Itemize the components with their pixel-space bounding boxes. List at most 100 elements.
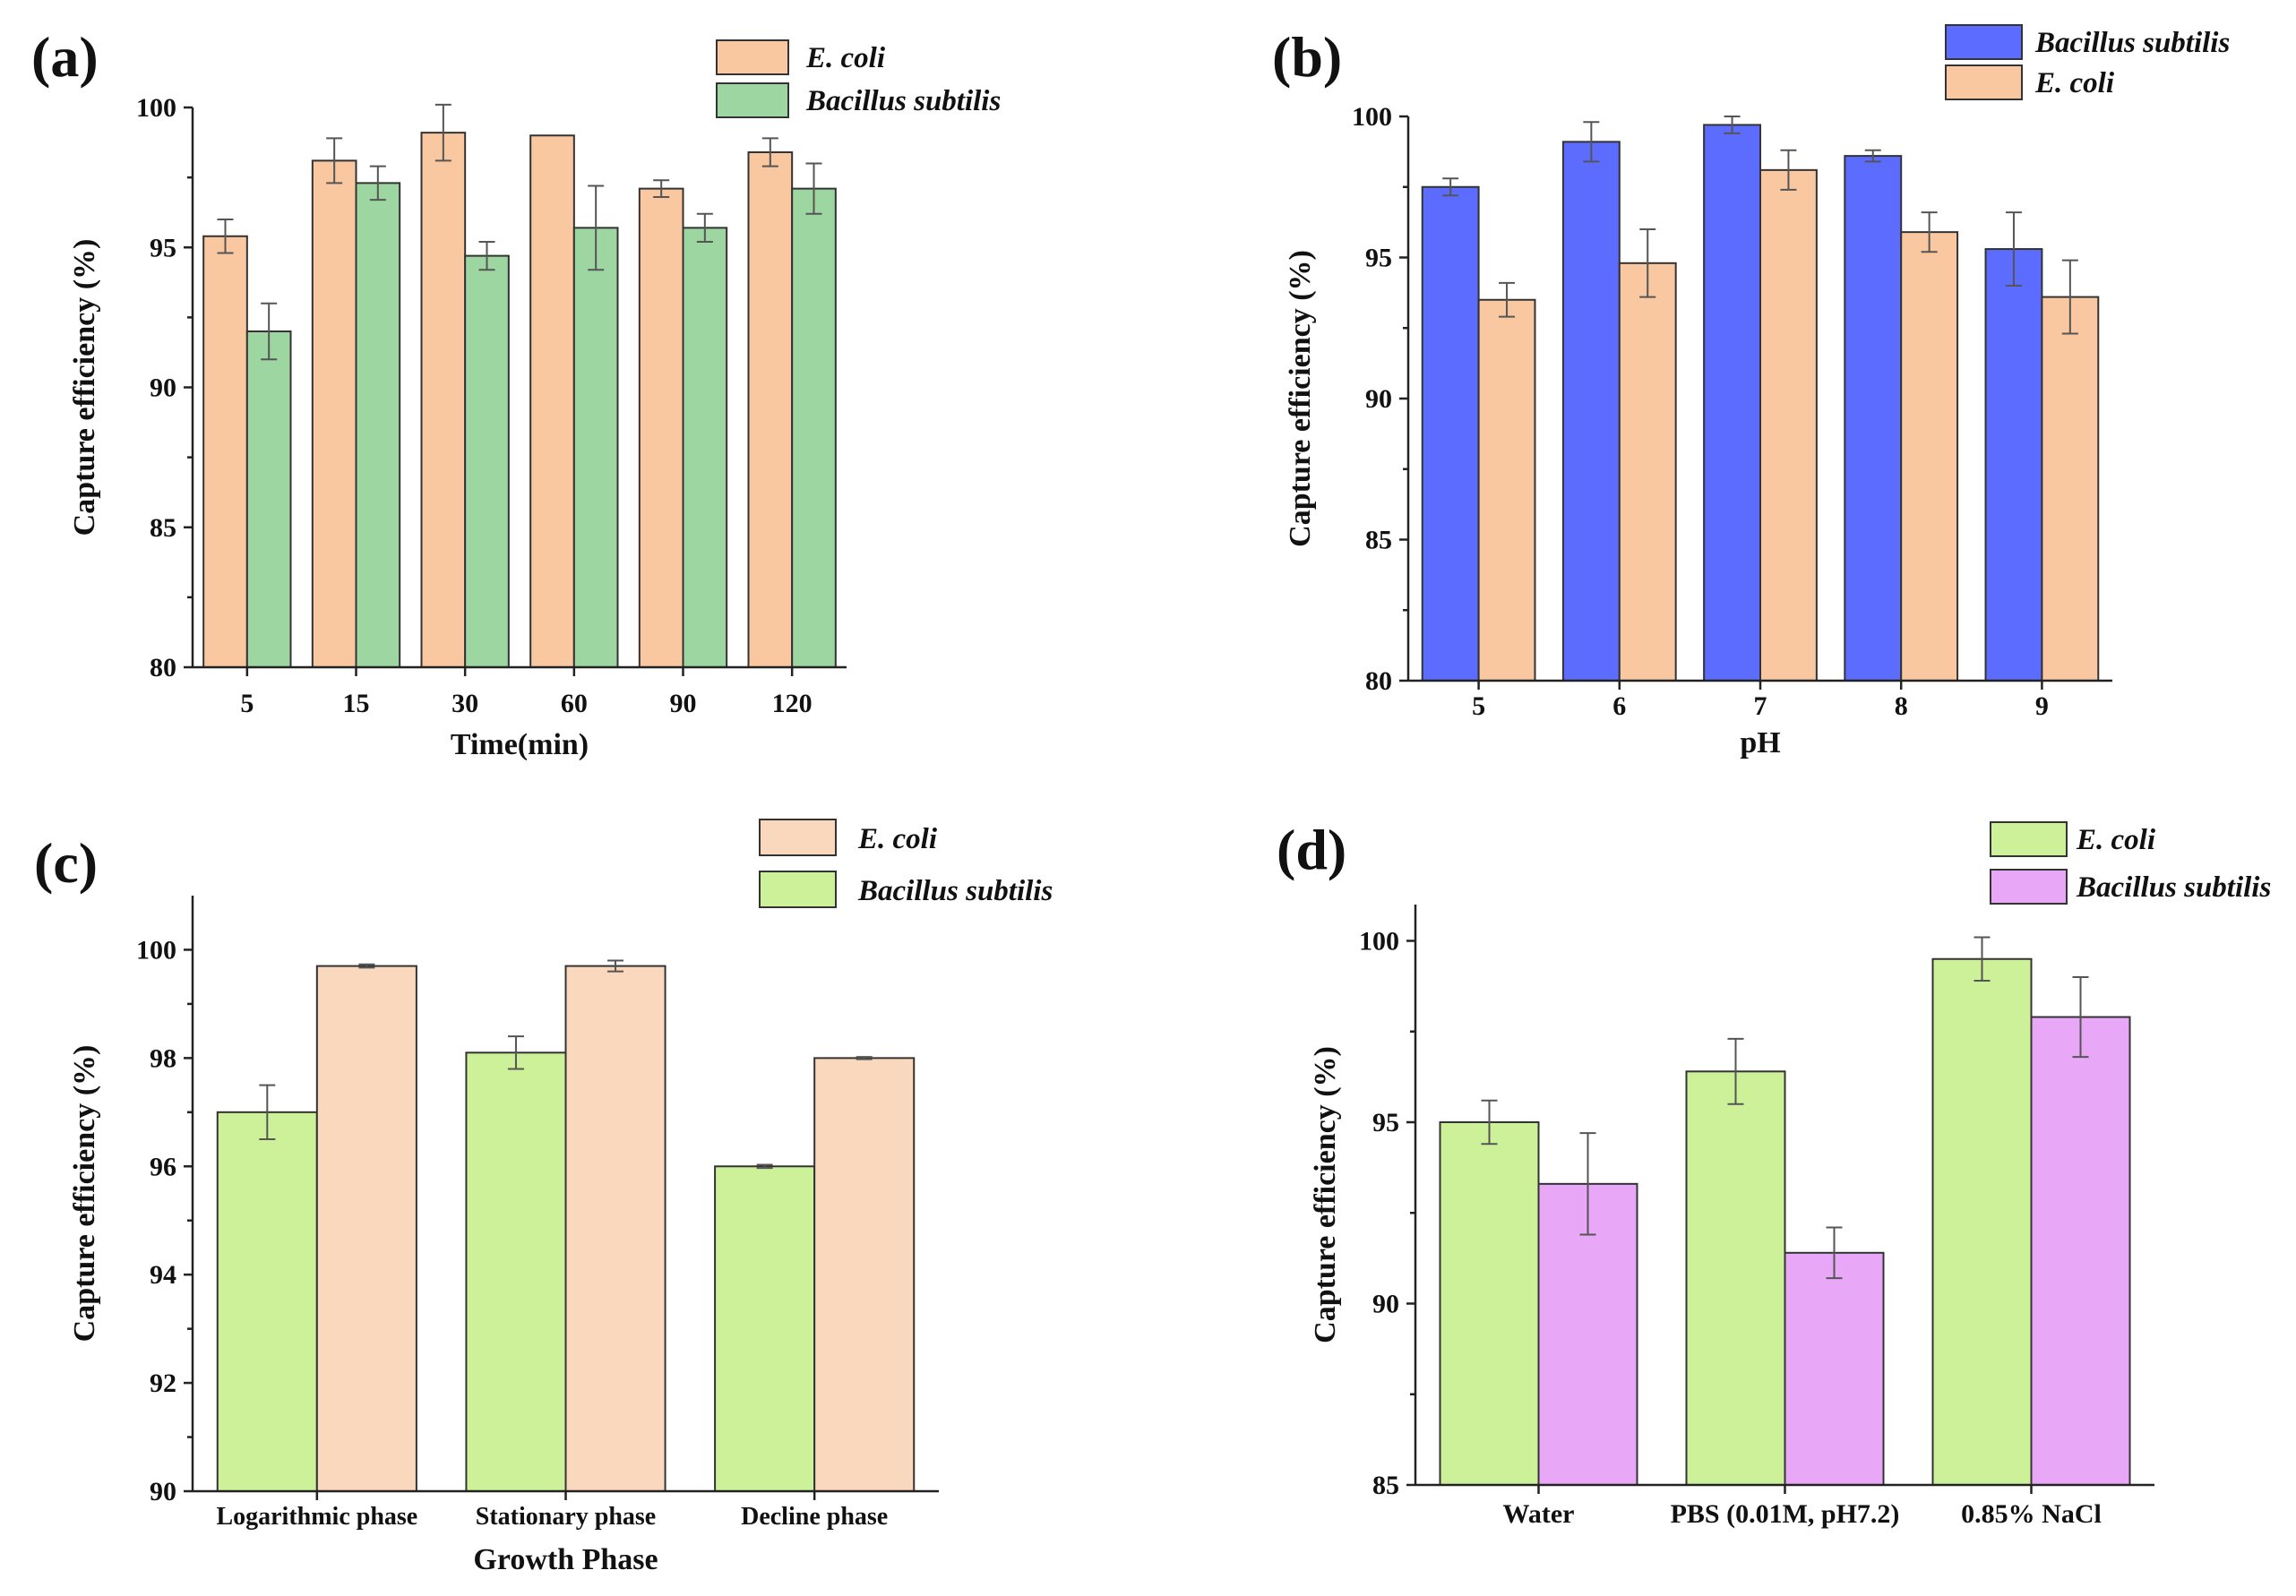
error-bar xyxy=(326,137,343,184)
bar-c-s1-1 xyxy=(465,1051,567,1493)
panel-label: (b) xyxy=(1272,25,1342,89)
legend-swatch xyxy=(759,819,837,856)
bar-b-s1-1 xyxy=(1561,141,1621,682)
y-tick-label: 85 xyxy=(1372,1471,1399,1500)
y-tick-label: 100 xyxy=(1359,927,1399,957)
error-bar xyxy=(1499,281,1516,318)
legend: E. coli Bacillus subtilis xyxy=(716,39,1001,118)
bar-a-s1-4 xyxy=(638,187,684,668)
legend-label: Bacillus subtilis xyxy=(2076,871,2271,904)
x-tick-label: 60 xyxy=(561,689,588,718)
panel-label: (c) xyxy=(34,831,98,895)
legend-label: E. coli xyxy=(805,42,886,74)
bar-c-s2-2 xyxy=(813,1057,916,1492)
legend-swatch xyxy=(716,39,789,75)
x-tick-label: Water xyxy=(1503,1499,1575,1529)
x-tick-label: Logarithmic phase xyxy=(216,1503,417,1531)
legend-swatch xyxy=(1990,821,2068,857)
error-bar xyxy=(761,137,778,167)
error-bar xyxy=(1974,936,1991,982)
error-bar xyxy=(696,212,713,243)
bar-b-s2-2 xyxy=(1759,168,1818,682)
y-tick-label: 90 xyxy=(1365,384,1392,414)
y-tick-label: 94 xyxy=(150,1260,176,1290)
legend-label: E. coli xyxy=(2034,67,2115,99)
bar-a-s2-3 xyxy=(572,227,619,668)
error-bar xyxy=(653,179,670,198)
error-bar xyxy=(261,302,278,361)
error-bar xyxy=(1481,1099,1498,1146)
y-tick-label: 92 xyxy=(150,1369,176,1398)
chart-panel-d: (d) 85 90 95 100 Water PBS (0.01M, pH7.2) 0.85%… xyxy=(1277,818,2271,1529)
x-axis-title: Growth Phase xyxy=(473,1543,658,1576)
bar-a-s2-4 xyxy=(682,227,728,668)
bar-a-s2-1 xyxy=(355,182,401,668)
panel-label: (a) xyxy=(31,25,99,89)
error-bar xyxy=(856,1056,873,1060)
bar-a-s2-2 xyxy=(464,254,510,668)
bar-b-s2-3 xyxy=(1900,231,1959,682)
y-tick-label: 80 xyxy=(150,653,176,682)
legend-label: Bacillus subtilis xyxy=(857,875,1053,907)
y-tick-label: 85 xyxy=(1365,526,1392,555)
legend-label: E. coli xyxy=(2076,824,2156,856)
bar-c-s2-0 xyxy=(315,965,417,1493)
error-bar xyxy=(1579,1132,1596,1236)
bar-a-s1-5 xyxy=(747,151,794,668)
x-tick-label: 8 xyxy=(1895,691,1908,721)
error-bar xyxy=(1727,1037,1744,1105)
legend-label: E. coli xyxy=(857,823,938,855)
x-tick-label: 0.85% NaCl xyxy=(1961,1499,2102,1529)
y-axis-title: Capture efficiency (%) xyxy=(68,1045,101,1343)
error-bar xyxy=(805,162,822,215)
bar-a-s2-5 xyxy=(791,187,837,668)
error-bar xyxy=(607,959,624,973)
x-tick-label: Decline phase xyxy=(741,1503,888,1531)
error-bar xyxy=(2005,211,2022,287)
error-bar xyxy=(1724,116,1741,134)
bar-c-s1-2 xyxy=(714,1165,816,1492)
x-axis-title: Time(min) xyxy=(451,728,589,761)
bar-c-s1-0 xyxy=(216,1111,318,1493)
x-tick-label: 90 xyxy=(670,689,697,718)
y-tick-label: 95 xyxy=(1365,244,1392,273)
y-tick-label: 98 xyxy=(150,1043,176,1073)
error-bar xyxy=(369,165,386,202)
chart-panel-c: (c) 90 92 94 96 98 100 Logarithmic phase Station… xyxy=(34,819,1053,1576)
error-bar xyxy=(1639,228,1656,298)
bar-b-s1-4 xyxy=(1984,248,2043,682)
error-bar xyxy=(434,103,451,162)
bar-b-s1-2 xyxy=(1703,124,1761,682)
x-tick-label: 15 xyxy=(343,689,370,718)
x-tick-label: 5 xyxy=(1472,691,1485,721)
y-tick-label: 96 xyxy=(150,1152,176,1181)
legend-swatch xyxy=(1945,24,2023,60)
legend: E. coli Bacillus subtilis xyxy=(1990,821,2271,905)
x-tick-label: 5 xyxy=(240,689,254,718)
y-tick-label: 90 xyxy=(150,373,176,403)
bar-b-s2-4 xyxy=(2041,296,2100,682)
error-bar xyxy=(259,1084,276,1141)
chart-panel-a: (a) 80 85 90 95 100 5 15 30 60 90 120 Capture effici… xyxy=(31,25,1001,761)
legend-swatch xyxy=(1945,64,2023,100)
bar-b-s2-0 xyxy=(1477,298,1536,682)
y-tick-label: 100 xyxy=(136,935,176,965)
legend: Bacillus subtilis E. coli xyxy=(1945,24,2230,100)
bar-d-s1-1 xyxy=(1685,1070,1786,1487)
error-bar xyxy=(1583,121,1600,163)
bar-b-s2-1 xyxy=(1618,262,1677,682)
legend: E. coli Bacillus subtilis xyxy=(759,819,1053,908)
legend-label: Bacillus subtilis xyxy=(805,85,1001,117)
bar-d-s1-2 xyxy=(1931,957,2033,1486)
bar-a-s1-1 xyxy=(311,159,357,668)
error-bar xyxy=(1826,1226,1843,1280)
legend-swatch xyxy=(1990,869,2068,905)
error-bar xyxy=(2072,976,2089,1059)
y-axis-title: Capture efficiency (%) xyxy=(68,239,101,536)
bar-d-s2-1 xyxy=(1784,1251,1885,1487)
x-tick-label: 6 xyxy=(1612,691,1626,721)
y-axis-title: Capture efficiency (%) xyxy=(1309,1046,1342,1343)
y-tick-label: 100 xyxy=(136,93,176,123)
x-tick-label: 9 xyxy=(2035,691,2049,721)
